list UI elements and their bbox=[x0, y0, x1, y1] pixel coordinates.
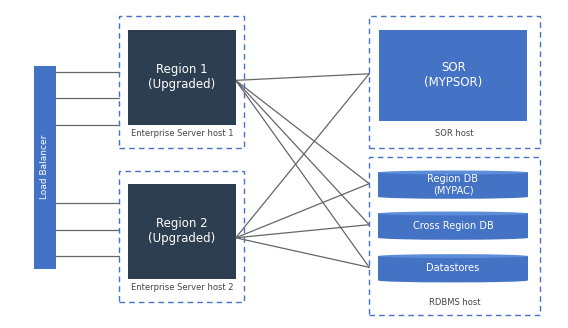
FancyBboxPatch shape bbox=[378, 173, 528, 197]
FancyBboxPatch shape bbox=[378, 256, 528, 280]
Ellipse shape bbox=[378, 278, 528, 282]
Ellipse shape bbox=[378, 195, 528, 199]
FancyBboxPatch shape bbox=[128, 184, 236, 279]
FancyBboxPatch shape bbox=[128, 30, 236, 125]
Text: Enterprise Server host 1: Enterprise Server host 1 bbox=[131, 129, 233, 138]
Text: Datastores: Datastores bbox=[427, 263, 479, 273]
Text: Region 2
(Upgraded): Region 2 (Upgraded) bbox=[148, 217, 215, 245]
FancyBboxPatch shape bbox=[378, 214, 528, 238]
Text: Region DB
(MYPAC): Region DB (MYPAC) bbox=[428, 174, 478, 195]
Ellipse shape bbox=[378, 171, 528, 174]
Ellipse shape bbox=[378, 254, 528, 258]
FancyBboxPatch shape bbox=[34, 66, 56, 269]
Text: Enterprise Server host 2: Enterprise Server host 2 bbox=[131, 283, 233, 292]
Text: RDBMS host: RDBMS host bbox=[429, 298, 480, 307]
Ellipse shape bbox=[378, 236, 528, 240]
Text: SOR
(MYPSOR): SOR (MYPSOR) bbox=[424, 61, 482, 90]
Ellipse shape bbox=[378, 212, 528, 215]
Text: Region 1
(Upgraded): Region 1 (Upgraded) bbox=[148, 63, 215, 91]
Text: SOR host: SOR host bbox=[435, 129, 474, 138]
Text: Cross Region DB: Cross Region DB bbox=[412, 221, 494, 231]
Text: Load Balancer: Load Balancer bbox=[40, 135, 49, 199]
FancyBboxPatch shape bbox=[379, 30, 527, 121]
